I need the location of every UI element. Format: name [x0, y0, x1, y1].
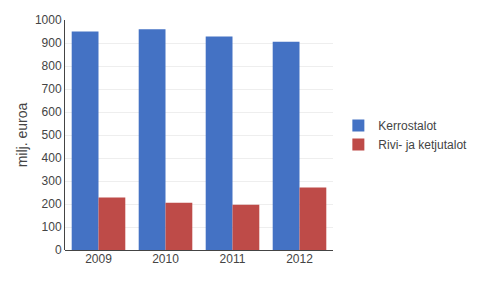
svg-text:900: 900	[42, 36, 62, 50]
svg-text:600: 600	[42, 105, 62, 119]
svg-text:200: 200	[42, 197, 62, 211]
svg-text:0: 0	[55, 243, 62, 257]
svg-text:Kerrostalot: Kerrostalot	[378, 119, 437, 133]
svg-text:700: 700	[42, 82, 62, 96]
svg-text:2010: 2010	[152, 252, 179, 266]
svg-text:500: 500	[42, 128, 62, 142]
svg-text:400: 400	[42, 151, 62, 165]
svg-text:1000: 1000	[35, 13, 62, 27]
svg-text:800: 800	[42, 59, 62, 73]
svg-text:2009: 2009	[85, 252, 112, 266]
svg-text:Rivi- ja ketjutalot: Rivi- ja ketjutalot	[378, 138, 467, 152]
svg-text:100: 100	[42, 220, 62, 234]
svg-text:2012: 2012	[286, 252, 313, 266]
svg-text:300: 300	[42, 174, 62, 188]
svg-text:2011: 2011	[220, 252, 246, 266]
svg-text:milj. euroa: milj. euroa	[14, 103, 30, 168]
